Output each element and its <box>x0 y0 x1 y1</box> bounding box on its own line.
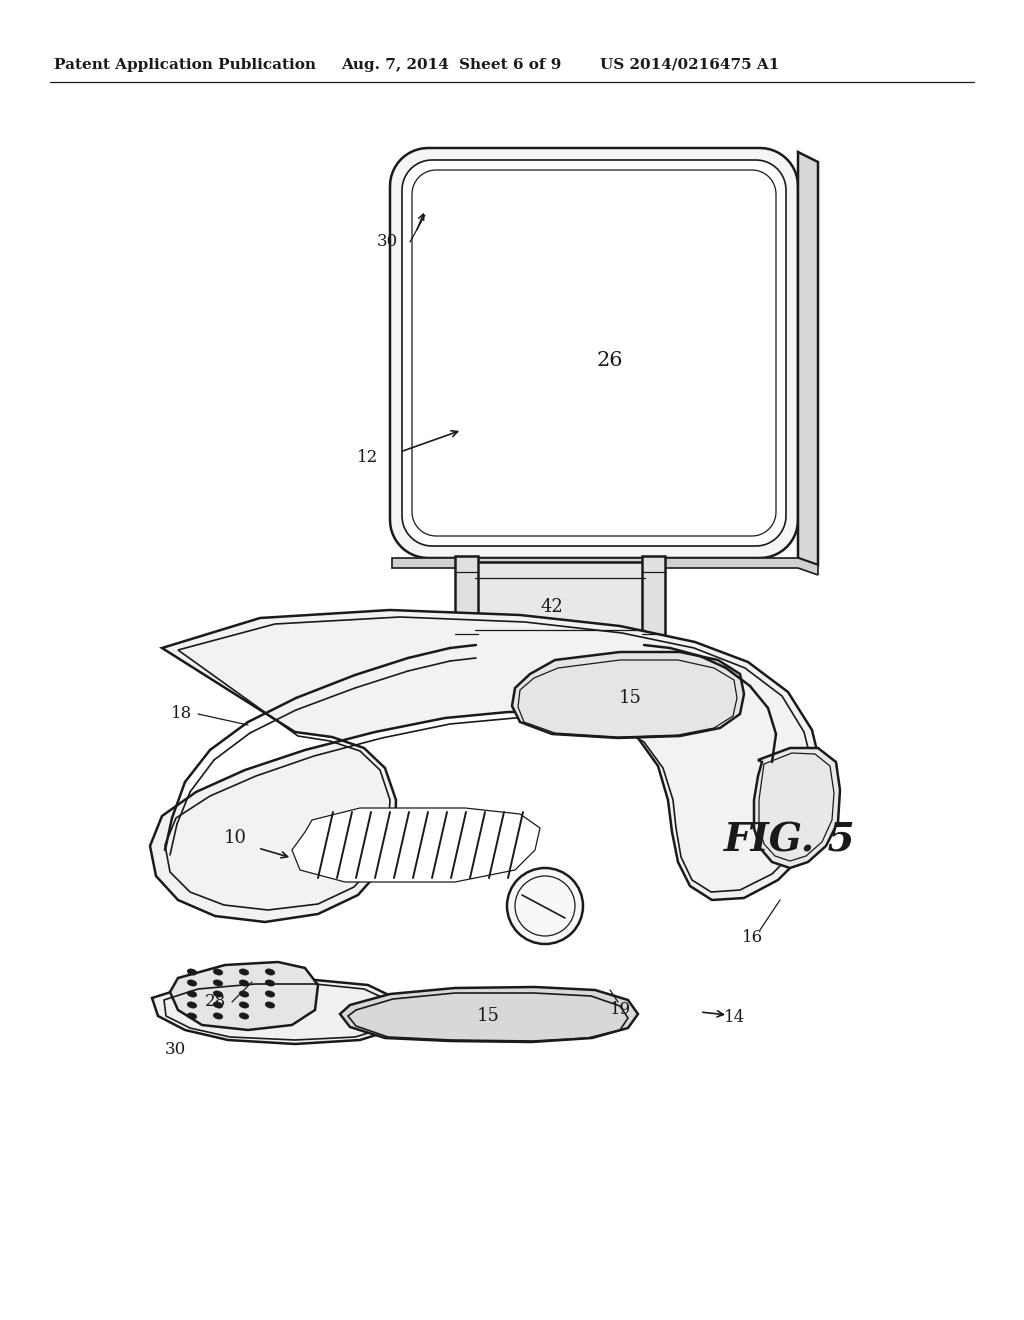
Ellipse shape <box>240 991 249 997</box>
Text: Aug. 7, 2014: Aug. 7, 2014 <box>341 58 449 73</box>
Text: 16: 16 <box>741 929 763 946</box>
Ellipse shape <box>265 979 274 986</box>
Ellipse shape <box>187 1012 197 1019</box>
Polygon shape <box>798 152 818 565</box>
Text: 10: 10 <box>223 829 247 847</box>
Text: 14: 14 <box>724 1010 745 1027</box>
Text: 19: 19 <box>609 1002 631 1019</box>
Polygon shape <box>402 160 786 546</box>
Circle shape <box>507 869 583 944</box>
Ellipse shape <box>240 1012 249 1019</box>
Text: FIG. 5: FIG. 5 <box>724 821 856 859</box>
Polygon shape <box>392 558 818 576</box>
Text: 15: 15 <box>618 689 641 708</box>
Polygon shape <box>475 562 645 645</box>
Polygon shape <box>152 979 400 1044</box>
Ellipse shape <box>213 1002 223 1008</box>
Ellipse shape <box>187 1002 197 1008</box>
Ellipse shape <box>187 991 197 997</box>
Polygon shape <box>150 610 822 921</box>
Text: 28: 28 <box>205 994 225 1011</box>
Ellipse shape <box>213 1012 223 1019</box>
Polygon shape <box>170 962 318 1030</box>
Polygon shape <box>642 556 665 649</box>
Polygon shape <box>340 987 638 1041</box>
Ellipse shape <box>240 1002 249 1008</box>
Polygon shape <box>512 652 744 738</box>
Ellipse shape <box>240 979 249 986</box>
Ellipse shape <box>213 969 223 975</box>
Ellipse shape <box>213 979 223 986</box>
Text: 26: 26 <box>597 351 624 370</box>
Ellipse shape <box>265 1002 274 1008</box>
Text: 30: 30 <box>165 1041 185 1059</box>
Polygon shape <box>754 748 840 869</box>
Ellipse shape <box>187 969 197 975</box>
Polygon shape <box>455 556 478 649</box>
Text: 15: 15 <box>476 1007 500 1026</box>
Text: 42: 42 <box>541 598 563 616</box>
Text: Patent Application Publication: Patent Application Publication <box>54 58 316 73</box>
Ellipse shape <box>240 969 249 975</box>
Ellipse shape <box>265 969 274 975</box>
Ellipse shape <box>265 991 274 997</box>
Polygon shape <box>390 148 798 558</box>
Ellipse shape <box>213 991 223 997</box>
Polygon shape <box>292 808 540 882</box>
Text: 18: 18 <box>171 705 193 722</box>
Ellipse shape <box>187 979 197 986</box>
Text: Sheet 6 of 9: Sheet 6 of 9 <box>459 58 561 73</box>
Text: 30: 30 <box>377 234 397 251</box>
Text: US 2014/0216475 A1: US 2014/0216475 A1 <box>600 58 779 73</box>
Text: 12: 12 <box>357 450 379 466</box>
